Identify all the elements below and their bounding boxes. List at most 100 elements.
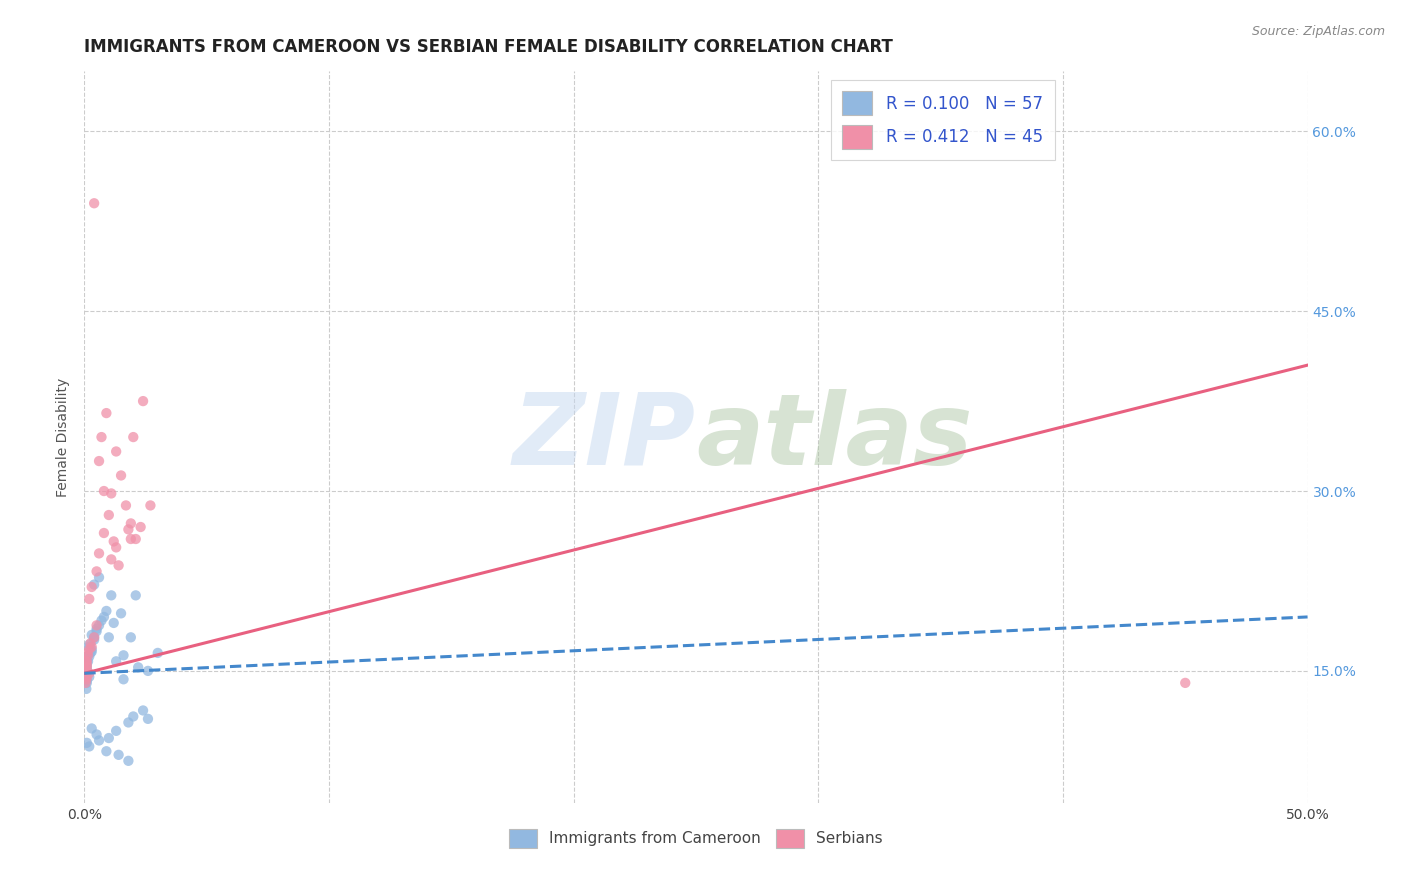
- Point: [100, 588, 122, 602]
- Point: [80, 580, 103, 594]
- Point: [83, 577, 105, 591]
- Point: [77, 648, 100, 663]
- Point: [117, 754, 139, 768]
- Point: [105, 541, 128, 555]
- Point: [80, 640, 103, 654]
- Point: [96, 406, 118, 420]
- Point: [93, 610, 115, 624]
- Point: [136, 664, 159, 678]
- Point: [77, 640, 100, 654]
- Point: [146, 646, 169, 660]
- Point: [103, 615, 125, 630]
- Point: [87, 546, 110, 560]
- Point: [77, 666, 100, 681]
- Point: [107, 747, 129, 762]
- Point: [97, 508, 120, 522]
- Point: [87, 618, 110, 632]
- Point: [79, 646, 101, 660]
- Point: [75, 676, 97, 690]
- Point: [75, 666, 97, 681]
- Point: [76, 654, 98, 668]
- Point: [127, 660, 149, 674]
- Point: [83, 632, 105, 647]
- Point: [90, 614, 112, 628]
- Point: [110, 607, 132, 621]
- Point: [76, 654, 98, 668]
- Point: [115, 499, 138, 513]
- Point: [125, 588, 148, 602]
- Point: [77, 638, 100, 652]
- Point: [86, 618, 108, 632]
- Point: [76, 670, 98, 684]
- Point: [75, 673, 97, 687]
- Point: [77, 591, 100, 606]
- Point: [76, 736, 98, 750]
- Point: [76, 649, 98, 664]
- Point: [139, 499, 162, 513]
- Point: [105, 723, 128, 738]
- Point: [87, 570, 110, 584]
- Point: [76, 660, 98, 674]
- Point: [120, 630, 142, 644]
- Point: [75, 673, 97, 687]
- Point: [76, 673, 98, 688]
- Point: [103, 534, 125, 549]
- Point: [75, 681, 97, 696]
- Point: [76, 676, 98, 690]
- Point: [75, 664, 97, 678]
- Point: [86, 727, 108, 741]
- Text: atlas: atlas: [696, 389, 973, 485]
- Point: [75, 654, 97, 668]
- Point: [87, 454, 110, 468]
- Point: [136, 712, 159, 726]
- Point: [80, 642, 103, 657]
- Point: [96, 744, 118, 758]
- Point: [77, 670, 100, 684]
- Point: [100, 552, 122, 566]
- Point: [87, 733, 110, 747]
- Point: [75, 664, 97, 678]
- Point: [76, 657, 98, 672]
- Point: [76, 646, 98, 660]
- Point: [80, 645, 103, 659]
- Point: [77, 642, 100, 657]
- Point: [105, 654, 128, 668]
- Point: [76, 657, 98, 672]
- Point: [83, 630, 105, 644]
- Text: ZIP: ZIP: [513, 389, 696, 485]
- Point: [120, 516, 142, 531]
- Point: [76, 661, 98, 675]
- Point: [75, 664, 97, 678]
- Point: [107, 558, 129, 573]
- Point: [112, 673, 135, 687]
- Point: [122, 430, 145, 444]
- Point: [96, 604, 118, 618]
- Point: [77, 649, 100, 664]
- Y-axis label: Female Disability: Female Disability: [56, 377, 70, 497]
- Point: [117, 715, 139, 730]
- Point: [120, 532, 142, 546]
- Point: [97, 731, 120, 745]
- Point: [93, 483, 115, 498]
- Point: [75, 657, 97, 672]
- Point: [90, 430, 112, 444]
- Legend: Immigrants from Cameroon, Serbians: Immigrants from Cameroon, Serbians: [503, 822, 889, 854]
- Point: [100, 486, 122, 500]
- Point: [86, 565, 108, 579]
- Point: [1174, 676, 1197, 690]
- Point: [112, 648, 135, 663]
- Point: [132, 394, 155, 409]
- Point: [76, 664, 98, 678]
- Point: [77, 654, 100, 668]
- Point: [77, 739, 100, 754]
- Point: [86, 624, 108, 639]
- Point: [83, 196, 105, 211]
- Point: [117, 523, 139, 537]
- Point: [80, 628, 103, 642]
- Point: [79, 636, 101, 650]
- Point: [83, 630, 105, 644]
- Point: [93, 526, 115, 541]
- Point: [132, 703, 155, 717]
- Point: [129, 520, 152, 534]
- Text: Source: ZipAtlas.com: Source: ZipAtlas.com: [1251, 25, 1385, 38]
